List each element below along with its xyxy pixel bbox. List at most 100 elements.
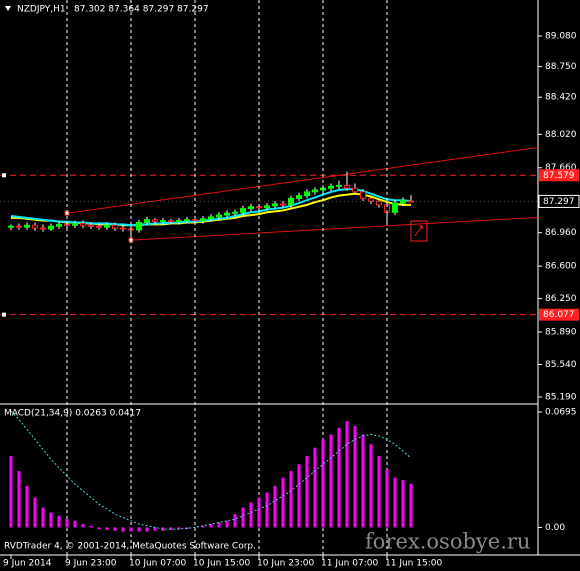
- y-tick-label: 0.0695: [545, 407, 577, 417]
- macd-bar: [57, 515, 61, 528]
- candle-body: [272, 203, 278, 207]
- macd-bar: [377, 455, 381, 528]
- y-tick-label: 0.00: [545, 523, 565, 533]
- macd-bar: [305, 455, 309, 528]
- y-tick-label: 89.080: [545, 31, 577, 41]
- candle-body: [72, 222, 78, 226]
- macd-bar: [121, 527, 125, 532]
- macd-bar: [329, 434, 333, 528]
- candle-body: [184, 219, 190, 222]
- x-tick-label: 11 Jun 15:00: [385, 559, 442, 569]
- macd-bar: [297, 464, 301, 528]
- macd-bar: [385, 469, 389, 528]
- y-tick-label: 85.540: [545, 360, 577, 370]
- candle-body: [352, 187, 358, 193]
- y-tick-label: 86.600: [545, 262, 577, 272]
- watermark: forex.osobye.ru: [365, 530, 530, 554]
- macd-bar: [393, 477, 397, 528]
- macd-bar: [33, 497, 37, 528]
- macd-bar: [153, 527, 157, 531]
- macd-bar: [9, 455, 13, 528]
- macd-bar: [289, 470, 293, 528]
- macd-bar: [209, 524, 213, 528]
- x-tick-label: 10 Jun 15:00: [193, 559, 250, 569]
- macd-bar: [233, 514, 237, 528]
- candle-body: [160, 220, 166, 223]
- candle-body: [336, 184, 342, 187]
- macd-bar: [257, 497, 261, 528]
- macd-bar: [105, 527, 109, 530]
- sell-signal-arrow: [414, 225, 423, 237]
- y-tick-label: 88.750: [545, 62, 577, 72]
- macd-bar: [337, 427, 341, 528]
- candle-body: [120, 227, 126, 230]
- macd-bar: [217, 522, 221, 528]
- candle-body: [240, 208, 246, 213]
- candle-body: [56, 223, 62, 227]
- candle-body: [208, 216, 214, 220]
- macd-bar: [137, 527, 141, 532]
- y-tick-label: 85.890: [545, 328, 577, 338]
- candle-body: [104, 224, 110, 228]
- macd-bar: [281, 477, 285, 528]
- candle-body: [152, 219, 158, 223]
- macd-bar: [241, 507, 245, 528]
- x-tick-label: 11 Jun 07:00: [321, 559, 378, 569]
- macd-bar: [81, 524, 85, 528]
- candle-body: [344, 184, 350, 189]
- candle-body: [232, 211, 238, 214]
- x-tick-label: 10 Jun 23:00: [257, 559, 314, 569]
- macd-bar: [249, 502, 253, 528]
- candle-body: [368, 197, 374, 202]
- macd-bar: [401, 480, 405, 528]
- candle-body: [8, 225, 14, 228]
- y-tick-label: 85.190: [545, 392, 577, 402]
- candle-body: [16, 225, 22, 228]
- candle-body: [264, 205, 270, 209]
- candle-body: [32, 224, 38, 229]
- macd-bar: [313, 447, 317, 528]
- macd-bar: [177, 527, 181, 530]
- macd-bar: [273, 485, 277, 528]
- candle-body: [48, 225, 54, 230]
- macd-bar: [113, 527, 117, 531]
- y-tick-label: 88.420: [545, 93, 577, 103]
- current-price-bg: [538, 194, 580, 208]
- horizontal-line-label-bg: [539, 169, 579, 182]
- ohlc-text: 87.302 87.364 87.297 87.297: [74, 5, 209, 15]
- current-price-label: 87.297: [543, 197, 575, 207]
- macd-bar: [97, 527, 101, 530]
- macd-bar: [89, 525, 93, 528]
- candle-body: [360, 191, 366, 199]
- y-tick-label: 88.020: [545, 130, 577, 140]
- horizontal-line-label-bg: [539, 308, 579, 321]
- macd-bar: [265, 492, 269, 528]
- macd-bar: [73, 520, 77, 528]
- candle-body: [392, 202, 398, 213]
- macd-bar: [361, 434, 365, 528]
- macd-bar: [65, 519, 69, 528]
- macd-bar: [409, 483, 413, 528]
- candle-body: [96, 225, 102, 228]
- macd-bar: [345, 421, 349, 528]
- candle-body: [168, 220, 174, 223]
- copyright: RVDTrader 4, © 2001-2014, MetaQuotes Sof…: [4, 542, 256, 552]
- candle-body: [200, 218, 206, 222]
- horizontal-line-label: 87.579: [543, 171, 575, 181]
- candle-body: [312, 189, 318, 193]
- menu-arrow[interactable]: [5, 6, 11, 11]
- candle-body: [40, 227, 46, 230]
- macd-label: MACD(21,34,9) 0.0263 0.0417: [4, 409, 141, 419]
- horizontal-line-anchor: [2, 312, 6, 317]
- candle-body: [144, 219, 150, 223]
- macd-bar: [201, 525, 205, 528]
- y-tick-label: 86.250: [545, 294, 577, 304]
- x-tick-label: 9 Jun 2014: [3, 559, 52, 569]
- symbol: NZDJPY,H1: [17, 5, 66, 15]
- trend-line: [130, 216, 538, 241]
- candle-body: [248, 206, 254, 210]
- price-pane: [0, 146, 538, 316]
- macd-bar: [369, 444, 373, 528]
- candle-body: [176, 220, 182, 223]
